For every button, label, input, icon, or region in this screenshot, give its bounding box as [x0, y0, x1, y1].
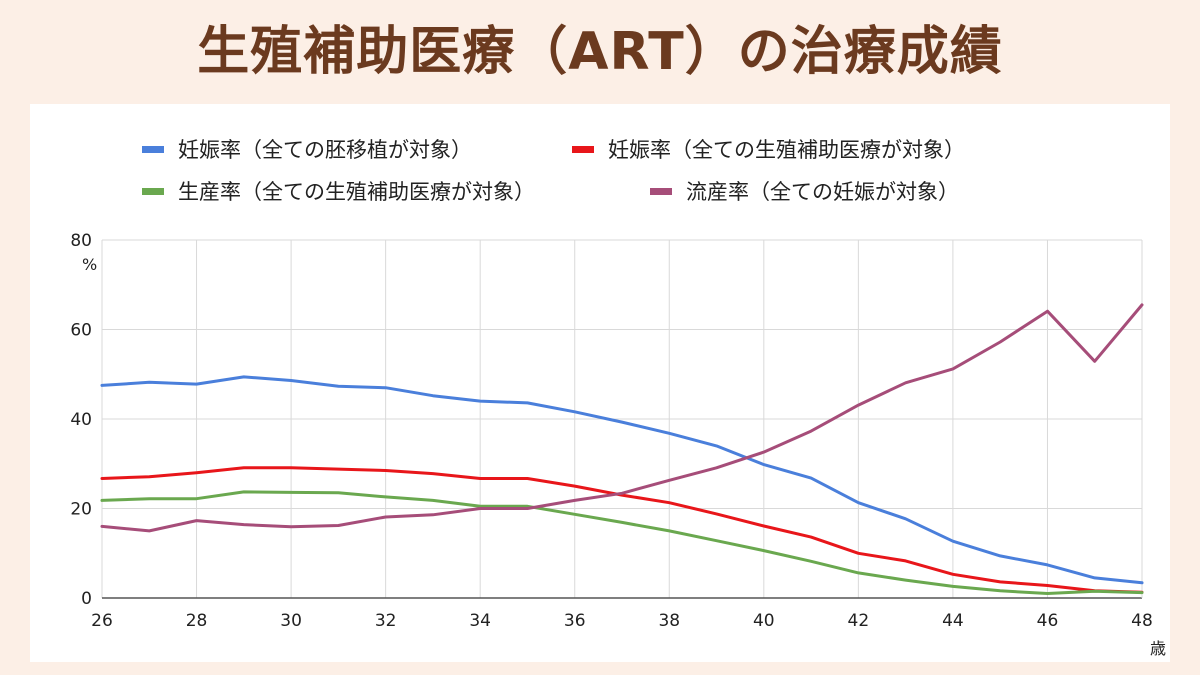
series-line [100, 375, 1144, 585]
series-layer [100, 303, 1144, 595]
x-axis-unit-label: 歳 [1150, 639, 1166, 658]
legend-label: 生産率（全ての生殖補助医療が対象） [178, 180, 535, 204]
x-tick-label: 40 [753, 611, 775, 631]
y-tick-label: 0 [81, 589, 92, 609]
series-line [100, 490, 1144, 595]
line-chart: 26 28 30 32 34 36 38 40 42 44 46 48 0 20 40 60 80 妊娠率（全て… [70, 138, 1166, 658]
y-axis-unit-label: % [82, 255, 97, 274]
grid-layer [101, 239, 1143, 599]
x-tick-label: 42 [848, 611, 870, 631]
x-tick-label: 44 [942, 611, 964, 631]
series-line [100, 303, 1144, 533]
y-tick-label: 20 [70, 500, 92, 520]
chart-card: 26 28 30 32 34 36 38 40 42 44 46 48 0 20 40 60 80 妊娠率（全て… [30, 104, 1170, 662]
x-tick-label: 34 [469, 611, 491, 631]
x-tick-label: 26 [91, 611, 113, 631]
legend-swatch [572, 146, 594, 153]
legend-swatch [142, 188, 164, 195]
x-tick-label: 36 [564, 611, 586, 631]
x-tick-label: 46 [1037, 611, 1059, 631]
legend-label: 妊娠率（全ての胚移植が対象） [178, 138, 472, 162]
legend-label: 流産率（全ての妊娠が対象） [686, 180, 959, 204]
x-tick-label: 38 [658, 611, 680, 631]
x-tick-label: 28 [186, 611, 208, 631]
x-tick-label: 48 [1131, 611, 1153, 631]
axis-layer: 26 28 30 32 34 36 38 40 42 44 46 48 0 20 40 60 80 [70, 231, 1152, 631]
y-tick-label: 40 [70, 410, 92, 430]
legend-label: 妊娠率（全ての生殖補助医療が対象） [608, 138, 965, 162]
legend-swatch [142, 146, 164, 153]
page-title: 生殖補助医療（ART）の治療成績 [197, 22, 1003, 82]
y-tick-label: 60 [70, 321, 92, 341]
x-tick-label: 30 [280, 611, 302, 631]
x-tick-label: 32 [375, 611, 397, 631]
legend: 妊娠率（全ての胚移植が対象） 妊娠率（全ての生殖補助医療が対象） 生産率（全ての生殖… [142, 138, 965, 204]
series-line [100, 466, 1144, 594]
y-tick-label: 80 [70, 231, 92, 251]
legend-swatch [650, 188, 672, 195]
